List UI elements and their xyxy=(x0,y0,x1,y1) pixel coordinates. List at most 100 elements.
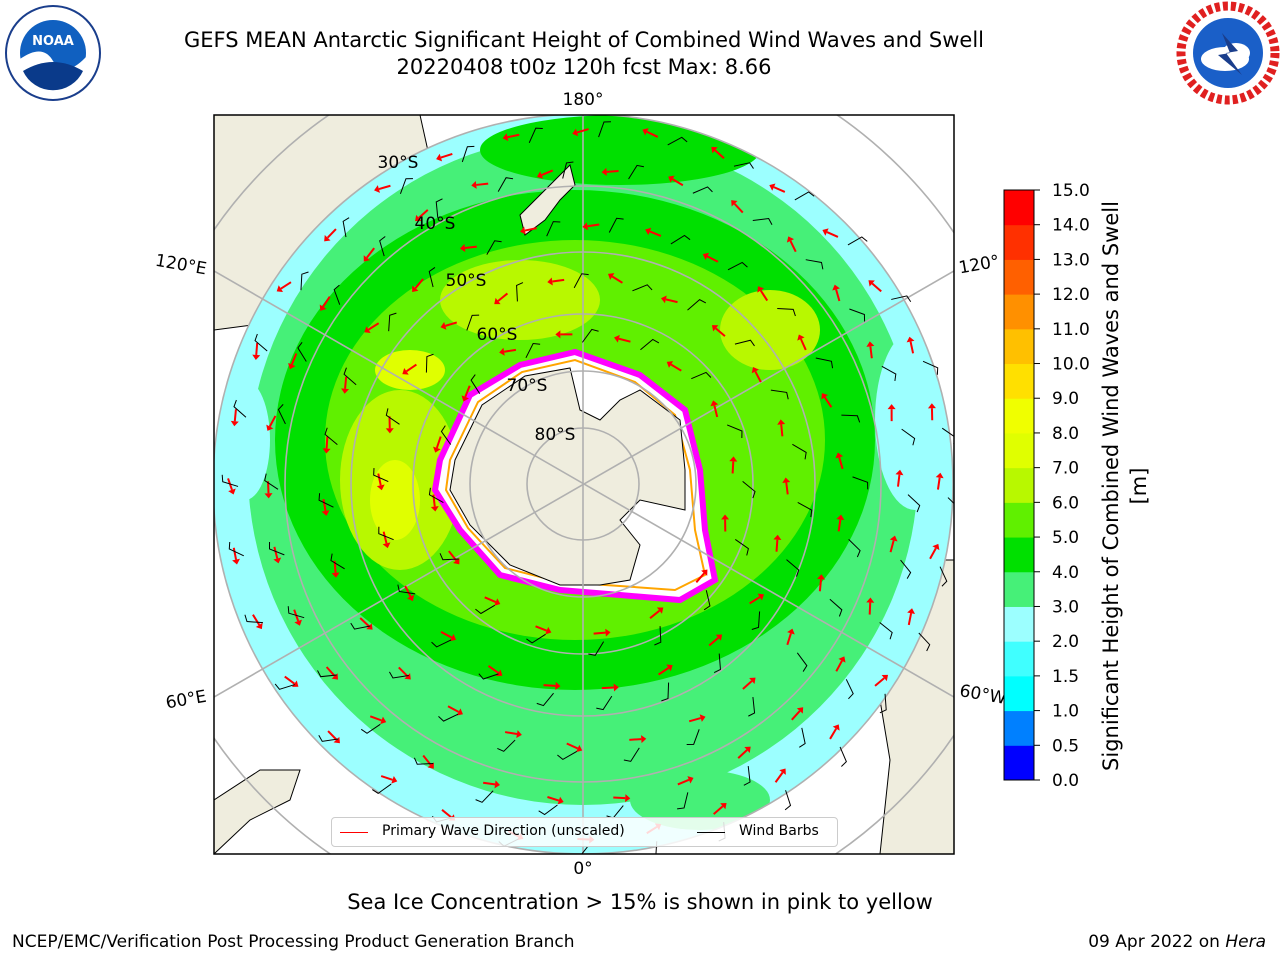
sea-ice-note: Sea Ice Concentration > 15% is shown in … xyxy=(347,890,933,914)
sea-ice-inner xyxy=(444,358,707,592)
wave-arrow xyxy=(504,731,518,736)
wave-arrow xyxy=(714,149,725,159)
wave-arrow-head xyxy=(656,607,664,614)
wind-barb xyxy=(588,641,605,656)
wave-arrow-head xyxy=(605,628,611,637)
wind-barb xyxy=(686,729,700,745)
wave-arrow-head xyxy=(608,273,615,280)
wave-arrow xyxy=(871,282,882,293)
wind-barb xyxy=(751,611,761,630)
wave-arrow xyxy=(404,585,412,598)
wave-arrow xyxy=(325,666,336,677)
wave-arrow xyxy=(742,680,753,690)
wave-arrow-head xyxy=(832,724,840,731)
wind-barb xyxy=(425,353,434,373)
wave-arrow-head xyxy=(866,341,875,347)
wind-barb xyxy=(608,217,624,233)
wave-arrow xyxy=(835,660,843,672)
wave-arrow-head xyxy=(866,597,875,603)
colorbar-tick-label: 9.0 xyxy=(1052,389,1079,409)
wind-barb xyxy=(439,553,459,561)
wave-arrow-head xyxy=(516,730,522,738)
wind-barb xyxy=(743,766,751,786)
wave-arrow-head xyxy=(547,277,553,286)
wave-arrow-head xyxy=(433,446,441,453)
band-2m-west xyxy=(220,380,270,500)
wave-arrow xyxy=(649,609,661,619)
wind-barb xyxy=(435,198,443,218)
wind-barb xyxy=(727,261,748,271)
wave-arrow xyxy=(543,684,556,687)
wind-barb xyxy=(713,653,721,673)
wind-barb xyxy=(792,443,807,460)
wave-arrow-head xyxy=(720,802,727,810)
wind-barb xyxy=(794,191,815,201)
wave-arrow xyxy=(715,327,726,337)
wave-arrow-head xyxy=(376,484,385,491)
wave-arrow-head xyxy=(701,569,708,576)
nws-logo-icon xyxy=(1176,1,1280,105)
wave-arrow-head xyxy=(642,128,649,136)
wave-arrow-head xyxy=(711,146,718,154)
wave-arrow-head xyxy=(906,336,915,343)
wave-arrow-head xyxy=(838,656,846,663)
wave-arrow-head xyxy=(710,400,719,407)
wave-arrow-head xyxy=(881,674,889,682)
wave-arrow-head xyxy=(822,228,829,236)
colorbar-tick-label: 4.0 xyxy=(1052,563,1079,583)
wind-barb xyxy=(538,804,558,816)
wave-arrow xyxy=(552,278,565,283)
wind-barb xyxy=(922,360,939,375)
wind-barb xyxy=(475,790,494,803)
wave-arrow xyxy=(322,498,327,512)
wave-arrow xyxy=(507,133,520,139)
wave-arrow xyxy=(665,298,678,304)
colorbar-tick-label: 0.0 xyxy=(1052,771,1079,791)
wave-arrow-head xyxy=(385,428,394,434)
wind-barb xyxy=(330,553,345,570)
wind-barb xyxy=(845,679,854,700)
wave-arrow-head xyxy=(555,330,561,339)
wave-arrow-head xyxy=(494,598,501,606)
wind-barb xyxy=(388,671,409,679)
wave-arrow xyxy=(780,424,784,437)
wave-arrow-head xyxy=(835,452,844,459)
wave-arrow xyxy=(377,473,382,486)
wave-arrow-head xyxy=(715,634,723,641)
land-antarctica xyxy=(449,367,686,586)
wave-arrow-head xyxy=(613,683,619,692)
band-2m-east xyxy=(875,330,953,510)
wave-arrow xyxy=(708,636,719,647)
colorbar-swatch xyxy=(1004,606,1034,642)
wind-barb xyxy=(440,425,452,445)
wave-arrow-head xyxy=(666,664,673,672)
wave-arrow xyxy=(405,363,417,373)
wind-barb xyxy=(879,693,887,714)
wave-arrow xyxy=(706,255,719,263)
wave-arrow-head xyxy=(796,707,804,714)
wave-arrow-head xyxy=(404,673,411,680)
wave-arrow xyxy=(695,572,705,583)
wind-barb xyxy=(939,566,948,587)
footer-date: 09 Apr 2022 on Hera xyxy=(1088,932,1266,952)
colorbar-swatch xyxy=(1004,294,1034,330)
wind-barb xyxy=(373,468,389,483)
wave-arrow-head xyxy=(832,284,840,291)
wave-arrow xyxy=(646,130,659,138)
wave-arrow-head xyxy=(255,622,263,630)
wave-arrow xyxy=(487,665,499,674)
wave-arrow xyxy=(497,292,509,302)
lat-label-50s: 50°S xyxy=(446,271,487,291)
colorbar-swatch xyxy=(1004,467,1034,503)
wave-arrow-head xyxy=(228,488,236,495)
wind-barb xyxy=(573,273,589,289)
wind-barb xyxy=(901,428,916,446)
wave-arrow xyxy=(445,321,458,327)
wind-barb xyxy=(734,339,755,347)
wave-arrow xyxy=(440,152,453,159)
lon-label-60e: 60°E xyxy=(164,687,208,714)
colorbar-swatch xyxy=(1004,537,1034,573)
wave-arrow xyxy=(359,617,370,627)
wind-barb xyxy=(221,474,239,487)
